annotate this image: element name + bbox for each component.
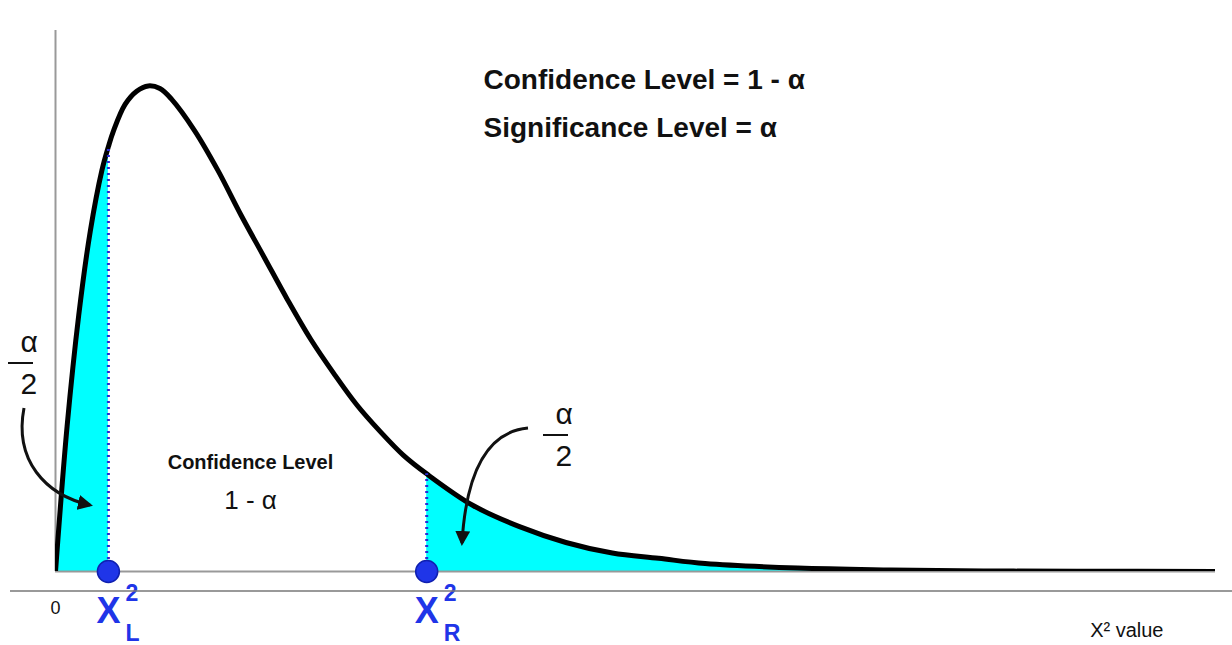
svg-text:2: 2	[21, 367, 38, 400]
svg-text:2: 2	[444, 580, 457, 606]
svg-text:X: X	[96, 590, 120, 631]
svg-text:L: L	[125, 620, 139, 645]
svg-text:2: 2	[556, 439, 573, 472]
svg-text:Significance Level = α: Significance Level = α	[484, 112, 777, 143]
svg-text:R: R	[444, 620, 461, 645]
svg-text:Confidence Level = 1 - α: Confidence Level = 1 - α	[484, 64, 805, 95]
svg-text:X: X	[415, 590, 439, 631]
svg-text:Confidence Level: Confidence Level	[168, 451, 334, 473]
svg-text:0: 0	[50, 598, 60, 618]
svg-text:1 - α: 1 - α	[224, 485, 277, 515]
svg-text:2: 2	[125, 580, 138, 606]
svg-text:α: α	[21, 325, 38, 358]
svg-text:α: α	[556, 397, 573, 430]
svg-text:X² value: X² value	[1090, 619, 1163, 641]
